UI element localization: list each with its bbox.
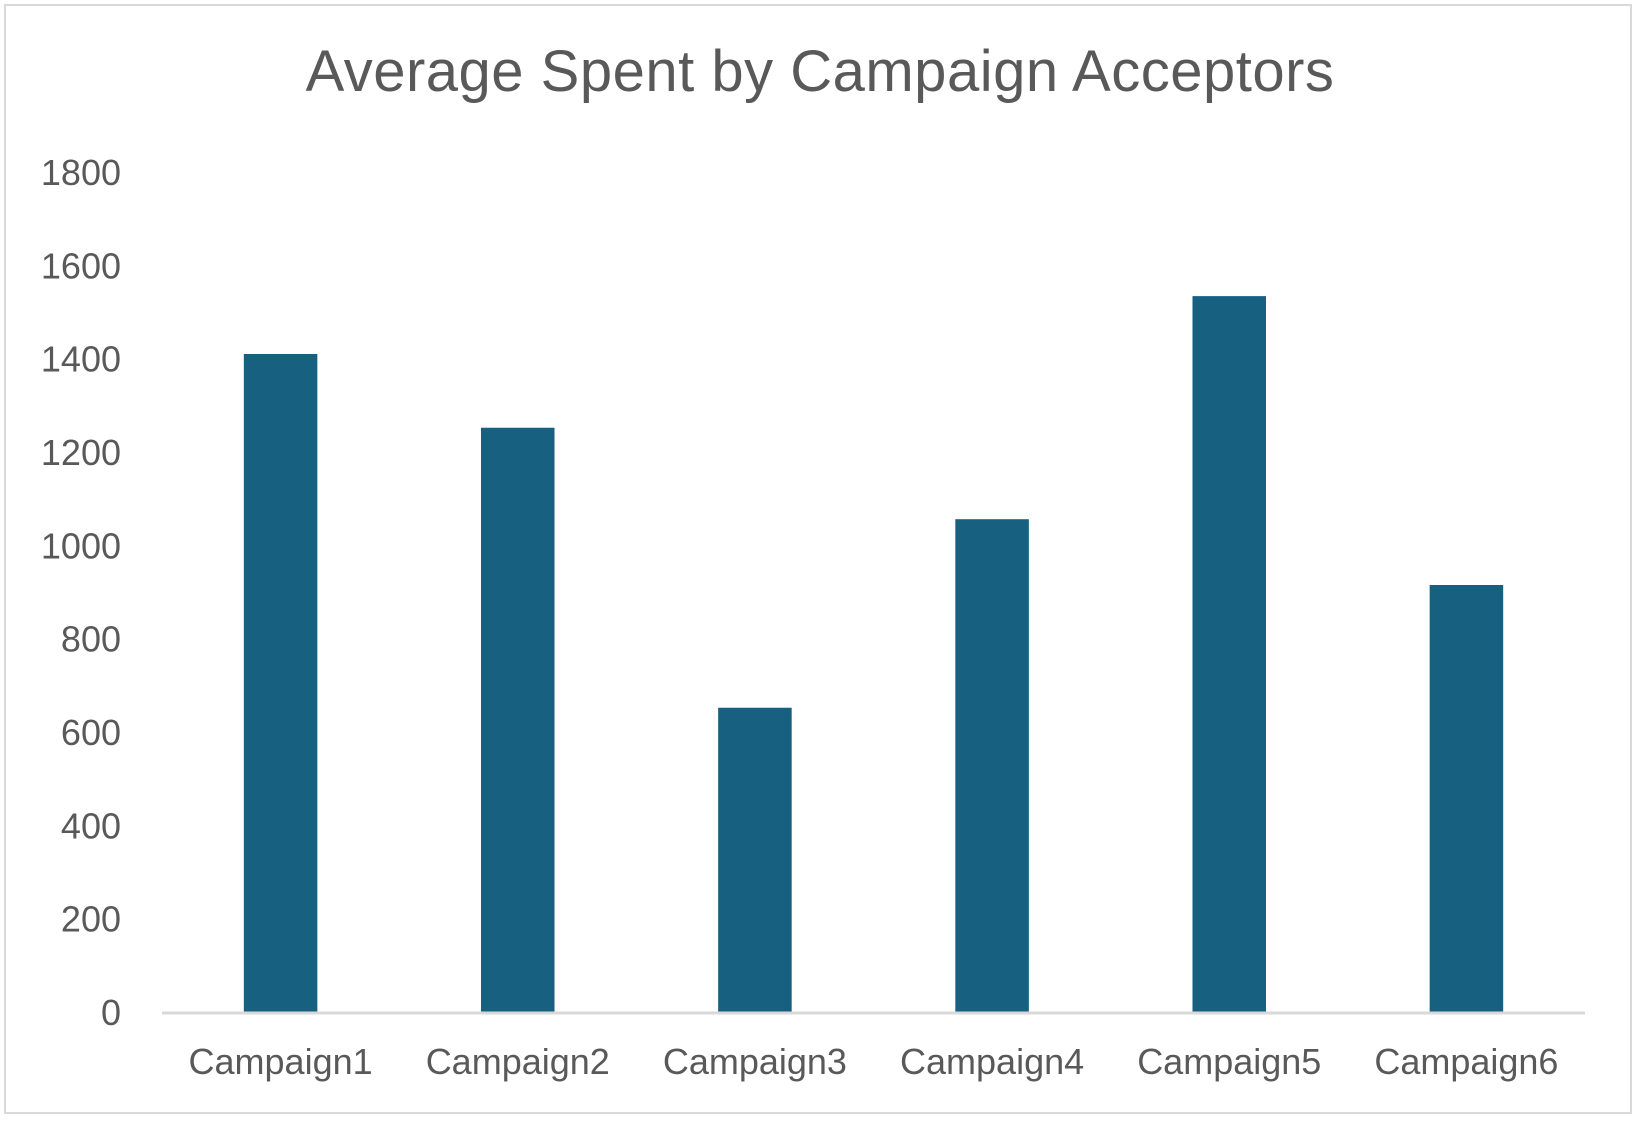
y-tick-label: 200 [61, 899, 121, 940]
bar-campaign5 [1192, 296, 1267, 1013]
y-tick-label: 800 [61, 619, 121, 660]
bar-campaign6 [1429, 585, 1504, 1012]
x-category-label: Campaign1 [189, 1041, 373, 1082]
y-tick-label: 1000 [41, 525, 121, 566]
x-category-label: Campaign4 [900, 1041, 1084, 1082]
chart-title: Average Spent by Campaign Acceptors [305, 39, 1335, 104]
bar-campaign1 [243, 354, 318, 1012]
x-category-label: Campaign6 [1374, 1041, 1558, 1082]
y-tick-label: 1800 [41, 152, 121, 193]
x-category-label: Campaign5 [1137, 1041, 1321, 1082]
bar-campaign2 [480, 427, 555, 1012]
y-tick-label: 1200 [41, 432, 121, 473]
bar-series [243, 296, 1504, 1013]
y-axis-tick-labels: 0 200 400 600 800 1000 1200 1400 1600 1800 [41, 152, 121, 1033]
x-category-label: Campaign2 [426, 1041, 610, 1082]
y-tick-label: 400 [61, 805, 121, 846]
x-category-label: Campaign3 [663, 1041, 847, 1082]
x-axis-category-labels: Campaign1 Campaign2 Campaign3 Campaign4 Camp… [189, 1041, 1559, 1082]
y-tick-label: 0 [101, 992, 121, 1033]
y-tick-label: 600 [61, 712, 121, 753]
y-tick-label: 1600 [41, 245, 121, 286]
bar-campaign4 [955, 519, 1029, 1012]
y-tick-label: 1400 [41, 339, 121, 380]
bar-campaign3 [718, 707, 792, 1012]
